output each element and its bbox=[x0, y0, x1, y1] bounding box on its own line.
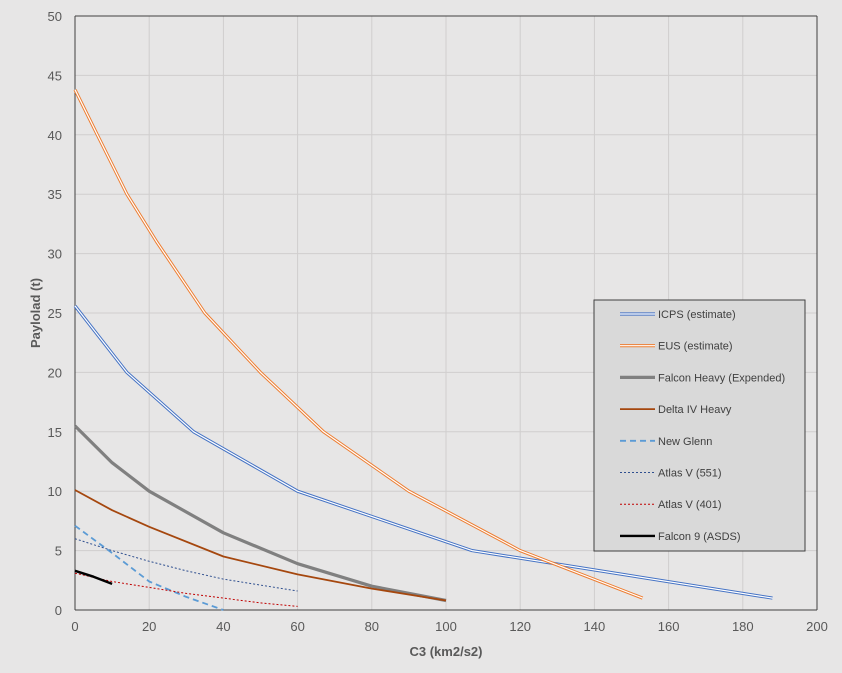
y-tick-label: 30 bbox=[48, 247, 62, 262]
series-line-1-inner bbox=[74, 89, 643, 599]
plot-border bbox=[74, 15, 818, 611]
series-line-7 bbox=[74, 569, 113, 586]
series-line-2-path bbox=[73, 424, 447, 603]
x-tick-label: 160 bbox=[658, 619, 680, 634]
x-tick-label: 120 bbox=[509, 619, 531, 634]
legend-label: Atlas V (551) bbox=[658, 468, 722, 480]
x-tick-label: 60 bbox=[290, 619, 304, 634]
series-layer bbox=[73, 88, 773, 611]
y-tick-label: 35 bbox=[48, 187, 62, 202]
y-tick-label: 50 bbox=[48, 9, 62, 24]
y-tick-label: 20 bbox=[48, 365, 62, 380]
legend: ICPS (estimate) EUS (estimate) Falcon Heav… bbox=[593, 299, 806, 552]
x-tick-label: 200 bbox=[806, 619, 828, 634]
y-tick-label: 45 bbox=[48, 68, 62, 83]
y-tick-label: 15 bbox=[48, 425, 62, 440]
series-line-6 bbox=[74, 572, 298, 607]
series-line-3-path bbox=[74, 489, 447, 602]
y-axis-title: Paylolad (t) bbox=[28, 278, 43, 348]
legend-box bbox=[593, 299, 806, 552]
series-line-0 bbox=[73, 304, 773, 600]
x-tick-label: 140 bbox=[584, 619, 606, 634]
x-tick-label: 0 bbox=[71, 619, 78, 634]
x-tick-label: 80 bbox=[365, 619, 379, 634]
y-tick-label: 5 bbox=[55, 544, 62, 559]
legend-label: Falcon Heavy (Expended) bbox=[658, 372, 785, 384]
legend-label: Delta IV Heavy bbox=[658, 404, 732, 416]
series-line-4-path bbox=[74, 524, 224, 611]
series-line-6-path bbox=[74, 572, 298, 607]
x-axis-title: C3 (km2/s2) bbox=[410, 644, 483, 659]
series-line-4 bbox=[74, 524, 224, 611]
x-tick-label: 100 bbox=[435, 619, 457, 634]
legend-label: New Glenn bbox=[658, 436, 712, 448]
legend-label: EUS (estimate) bbox=[658, 341, 733, 353]
series-line-1 bbox=[73, 88, 644, 600]
y-tick-label: 10 bbox=[48, 484, 62, 499]
y-tick-label: 0 bbox=[55, 603, 62, 618]
y-tick-label: 25 bbox=[48, 306, 62, 321]
legend-label: Atlas V (401) bbox=[658, 499, 722, 511]
y-tick-label: 40 bbox=[48, 128, 62, 143]
legend-label: ICPS (estimate) bbox=[658, 309, 736, 321]
series-line-3 bbox=[74, 489, 447, 602]
x-tick-label: 180 bbox=[732, 619, 754, 634]
legend-label: Falcon 9 (ASDS) bbox=[658, 531, 741, 543]
series-line-0-inner bbox=[74, 305, 773, 599]
x-tick-label: 40 bbox=[216, 619, 230, 634]
y-tick-labels: 0 5 10 15 20 25 30 35 40 45 50 bbox=[48, 9, 62, 618]
x-tick-label: 20 bbox=[142, 619, 156, 634]
series-line-2 bbox=[73, 424, 447, 603]
series-line-7-path bbox=[74, 569, 113, 586]
x-tick-labels: 0 20 40 60 80 100 120 140 160 180 200 bbox=[71, 619, 827, 634]
